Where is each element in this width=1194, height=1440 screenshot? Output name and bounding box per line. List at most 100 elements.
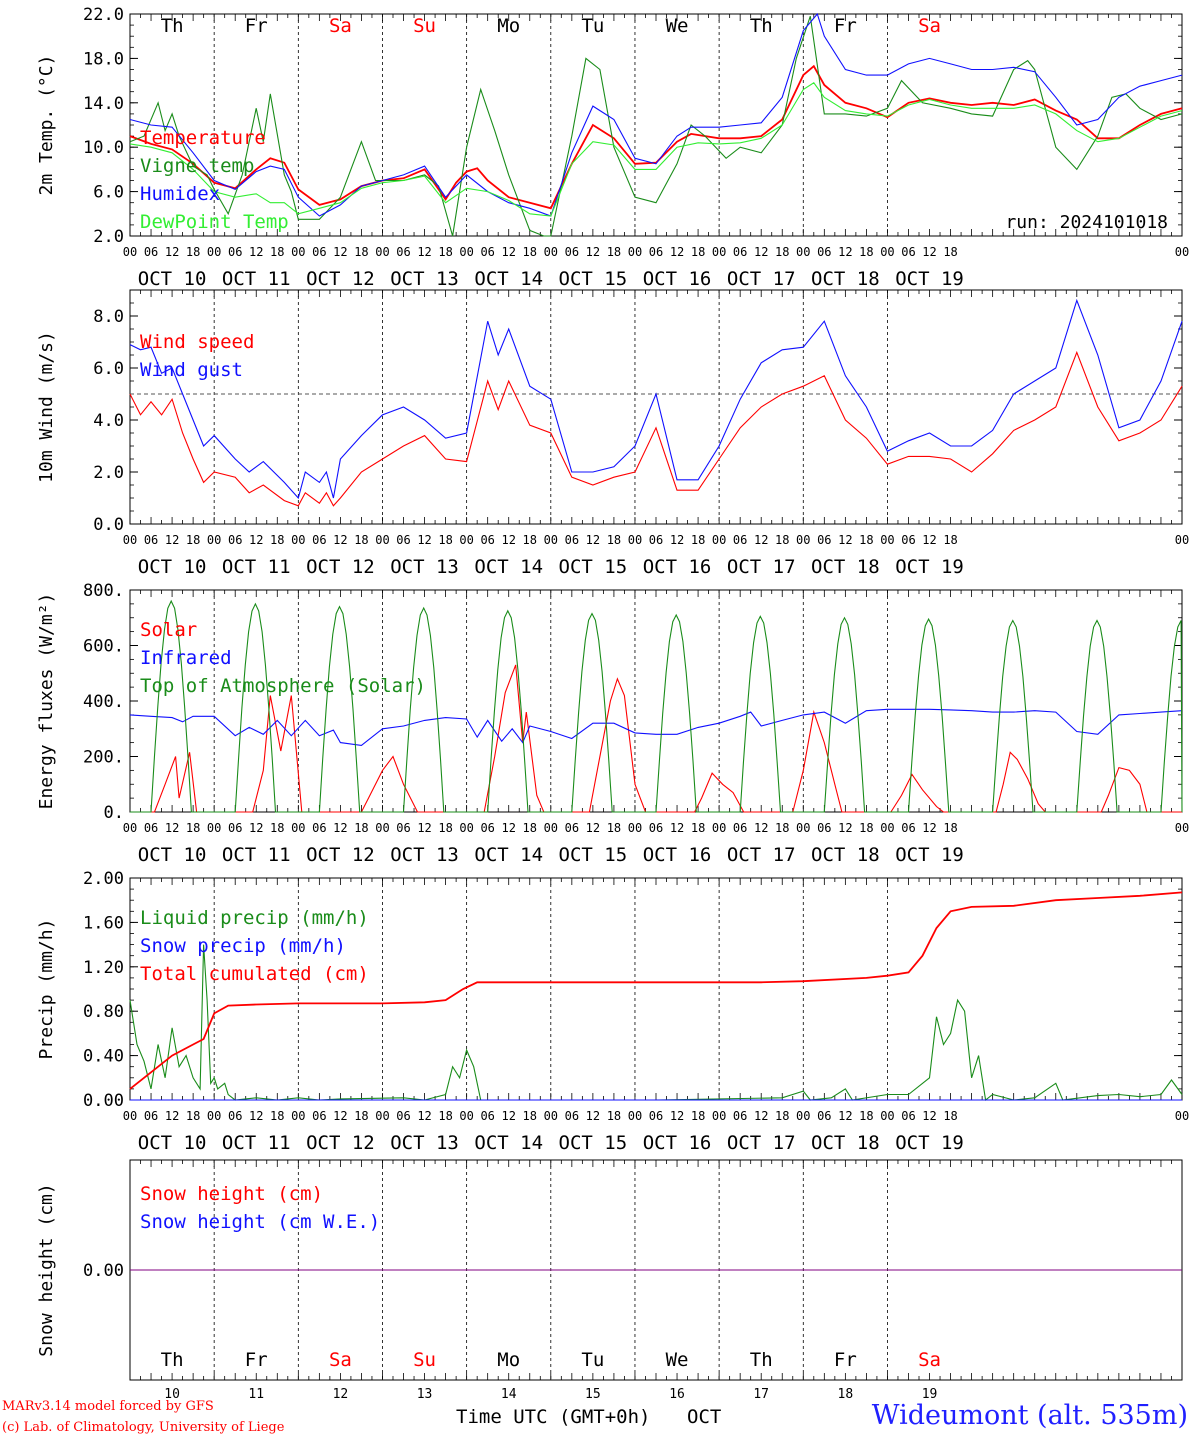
y-tick-label: 0.00 bbox=[83, 1091, 124, 1111]
hour-tick-label: 06 bbox=[733, 533, 747, 547]
hour-tick-label: 18 bbox=[691, 245, 705, 259]
hour-tick-label: 12 bbox=[670, 533, 684, 547]
weekday-label: Th bbox=[750, 1349, 773, 1371]
series-line-vigne-temp bbox=[129, 16, 1183, 237]
panel-frame bbox=[129, 289, 1183, 525]
date-label: OCT 13 bbox=[390, 844, 459, 866]
hour-tick-label: 12 bbox=[417, 1109, 431, 1123]
hour-tick-label: 12 bbox=[501, 821, 515, 835]
legend-entry: Solar bbox=[140, 619, 197, 641]
date-label: OCT 19 bbox=[895, 844, 964, 866]
y-tick-label: 8.0 bbox=[93, 307, 124, 327]
hour-tick-label: 06 bbox=[649, 533, 663, 547]
hour-tick-label: 12 bbox=[922, 245, 936, 259]
date-label: OCT 15 bbox=[559, 556, 628, 578]
hour-tick-label: 18 bbox=[691, 1109, 705, 1123]
weekday-label: Mo bbox=[497, 15, 520, 37]
date-label: OCT 13 bbox=[390, 556, 459, 578]
weekday-label: Fr bbox=[834, 15, 857, 37]
weekday-label: Sa bbox=[329, 1349, 352, 1371]
y-tick-label: 18.0 bbox=[83, 49, 124, 69]
day-number-label: 19 bbox=[922, 1387, 938, 1402]
hour-tick-label: 12 bbox=[922, 1109, 936, 1123]
date-label: OCT 14 bbox=[474, 844, 543, 866]
hour-tick-label: 06 bbox=[817, 245, 831, 259]
hour-tick-label: 18 bbox=[691, 821, 705, 835]
date-label: OCT 18 bbox=[811, 556, 880, 578]
hour-tick-label: 06 bbox=[565, 533, 579, 547]
hour-tick-label: 06 bbox=[480, 533, 494, 547]
hour-tick-label: 00 bbox=[880, 245, 894, 259]
series-line-total-cumulated-cm- bbox=[129, 891, 1183, 1090]
hour-tick-label: 12 bbox=[586, 1109, 600, 1123]
hour-tick-label: 06 bbox=[396, 533, 410, 547]
date-label: OCT 12 bbox=[306, 844, 375, 866]
y-tick-label: 0. bbox=[104, 803, 124, 823]
legend-entry: Wind gust bbox=[140, 359, 243, 381]
hour-tick-label: 12 bbox=[838, 245, 852, 259]
hour-tick-label: 00 bbox=[1175, 245, 1189, 259]
date-label: OCT 11 bbox=[222, 844, 291, 866]
y-tick-label: 22.0 bbox=[83, 5, 124, 25]
y-tick-label: 2.0 bbox=[93, 227, 124, 247]
hour-tick-label: 06 bbox=[396, 1109, 410, 1123]
hour-tick-label: 18 bbox=[354, 1109, 368, 1123]
weekday-label: Th bbox=[161, 1349, 184, 1371]
hour-tick-label: 12 bbox=[922, 533, 936, 547]
day-number-label: 10 bbox=[164, 1387, 180, 1402]
hour-tick-label: 06 bbox=[901, 533, 915, 547]
day-number-label: 17 bbox=[753, 1387, 769, 1402]
hour-tick-label: 12 bbox=[249, 1109, 263, 1123]
hour-tick-label: 18 bbox=[775, 821, 789, 835]
hour-tick-label: 00 bbox=[123, 1109, 137, 1123]
hour-tick-label: 00 bbox=[628, 821, 642, 835]
hour-tick-label: 00 bbox=[1175, 1109, 1189, 1123]
hour-tick-label: 18 bbox=[859, 821, 873, 835]
hour-tick-label: 06 bbox=[312, 245, 326, 259]
hour-tick-label: 18 bbox=[859, 245, 873, 259]
hour-tick-label: 18 bbox=[438, 821, 452, 835]
hour-tick-label: 00 bbox=[544, 533, 558, 547]
hour-tick-label: 06 bbox=[817, 821, 831, 835]
y-tick-label: 10.0 bbox=[83, 138, 124, 158]
hour-tick-label: 12 bbox=[501, 1109, 515, 1123]
hour-tick-label: 06 bbox=[228, 245, 242, 259]
panel-3 bbox=[129, 589, 1183, 813]
hour-tick-label: 06 bbox=[733, 821, 747, 835]
weekday-label: Su bbox=[413, 1349, 436, 1371]
hour-tick-label: 00 bbox=[459, 821, 473, 835]
weekday-label: Tu bbox=[581, 1349, 604, 1371]
hour-tick-label: 18 bbox=[354, 245, 368, 259]
series-line-dewpoint-temp bbox=[129, 82, 1183, 217]
hour-tick-label: 06 bbox=[228, 1109, 242, 1123]
series-line-wind-gust bbox=[129, 298, 1183, 500]
hour-tick-label: 18 bbox=[186, 245, 200, 259]
hour-tick-label: 18 bbox=[607, 533, 621, 547]
hour-tick-label: 00 bbox=[375, 533, 389, 547]
y-axis-label: 2m Temp. (°C) bbox=[36, 55, 57, 196]
month-label: OCT bbox=[687, 1406, 721, 1428]
legend-entry: Wind speed bbox=[140, 331, 254, 353]
series-line-infrared bbox=[129, 708, 1183, 746]
weekday-label: Fr bbox=[245, 1349, 268, 1371]
hour-tick-label: 12 bbox=[838, 533, 852, 547]
hour-tick-label: 00 bbox=[796, 533, 810, 547]
hour-tick-label: 18 bbox=[270, 1109, 284, 1123]
hour-tick-label: 00 bbox=[1175, 533, 1189, 547]
weekday-label: Sa bbox=[329, 15, 352, 37]
hour-tick-label: 06 bbox=[312, 533, 326, 547]
date-label: OCT 16 bbox=[643, 1132, 712, 1154]
date-label: OCT 18 bbox=[811, 268, 880, 290]
weekday-label: Sa bbox=[918, 15, 941, 37]
hour-tick-label: 06 bbox=[733, 1109, 747, 1123]
hour-tick-label: 12 bbox=[754, 821, 768, 835]
hour-tick-label: 18 bbox=[354, 821, 368, 835]
y-tick-label: 6.0 bbox=[93, 183, 124, 203]
date-label: OCT 10 bbox=[138, 268, 207, 290]
hour-tick-label: 00 bbox=[459, 245, 473, 259]
weekday-label: We bbox=[666, 1349, 689, 1371]
series-line-top-of-atmosphere-solar- bbox=[130, 599, 1183, 813]
y-tick-label: 2.00 bbox=[83, 869, 124, 889]
hour-tick-label: 18 bbox=[943, 821, 957, 835]
day-number-label: 16 bbox=[669, 1387, 685, 1402]
